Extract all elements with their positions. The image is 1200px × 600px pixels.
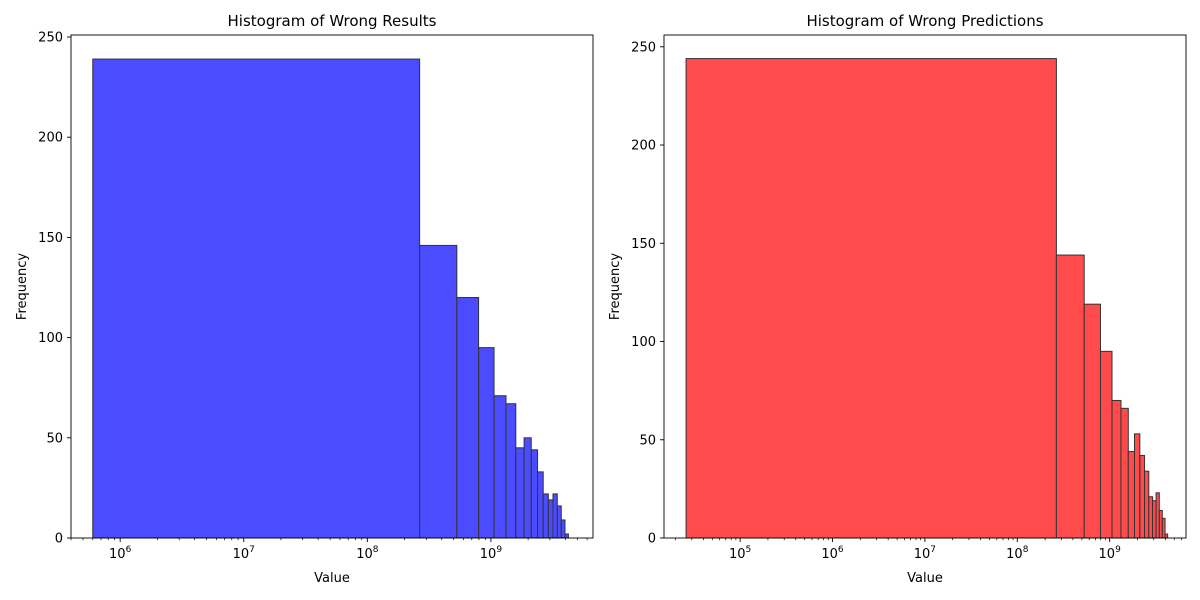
y-axis-label: Frequency [608,253,623,320]
histogram-bar [685,58,1057,539]
histogram-bar [493,395,507,539]
histogram-bar [1083,303,1101,539]
histogram-bar [1148,496,1154,539]
x-tick-label: 109 [1099,545,1122,562]
y-tick-label: 150 [38,231,63,246]
chart-title: Histogram of Wrong Results [228,12,437,30]
histogram-bar [92,58,421,539]
histogram-bar [1152,500,1157,539]
chart-wrong-results: Histogram of Wrong Results Value Frequen… [15,12,594,586]
y-tick-label: 50 [639,433,656,448]
histogram-bar [419,244,458,539]
x-axis-label: Value [314,571,350,586]
histogram-bar [556,505,562,539]
y-axis-label: Frequency [15,253,30,320]
histogram-bar [537,471,544,539]
y-tick-label: 100 [631,335,656,350]
histogram-bar [547,499,554,539]
x-tick-label: 106 [109,545,132,562]
x-tick-label: 105 [729,545,751,562]
x-tick-label: 108 [356,545,379,562]
histogram-bar [560,519,566,539]
plot-frame [70,34,594,539]
histogram-bar [530,449,539,539]
y-tick-label: 50 [46,431,63,446]
y-tick-label: 0 [55,532,63,547]
x-tick-label: 106 [821,545,844,562]
x-tick-label: 109 [480,545,503,562]
histogram-bar [456,297,480,539]
x-tick-label: 107 [233,545,255,562]
chart-wrong-predictions: Histogram of Wrong Predictions Value Fre… [608,12,1187,586]
histogram-bar [478,347,495,539]
x-axis-label: Value [907,571,943,586]
histogram-bar [1099,350,1113,539]
y-tick-label: 250 [631,40,656,55]
histogram-bar [564,533,569,539]
histogram-bar [1120,407,1129,539]
histogram-bar [1111,399,1122,539]
y-tick-label: 0 [648,532,656,547]
histogram-bar [552,493,558,539]
histogram-bar [1055,254,1085,539]
histogram-bar [505,403,517,539]
x-tick-label: 107 [914,545,936,562]
chart-title: Histogram of Wrong Predictions [806,12,1043,30]
y-tick-label: 150 [631,237,656,252]
histogram-bar [1133,433,1141,539]
y-tick-label: 200 [38,131,63,146]
histogram-bar [523,437,532,539]
x-tick-label: 108 [1006,545,1029,562]
histogram-bar [1144,470,1150,539]
histogram-bar [1164,533,1169,539]
y-tick-label: 200 [631,139,656,154]
histogram-bar [1139,454,1146,539]
histogram-bar [515,447,525,539]
histogram-bar [1127,451,1135,539]
y-tick-label: 100 [38,331,63,346]
histogram-bar [542,493,549,539]
y-tick-label: 250 [38,31,63,46]
